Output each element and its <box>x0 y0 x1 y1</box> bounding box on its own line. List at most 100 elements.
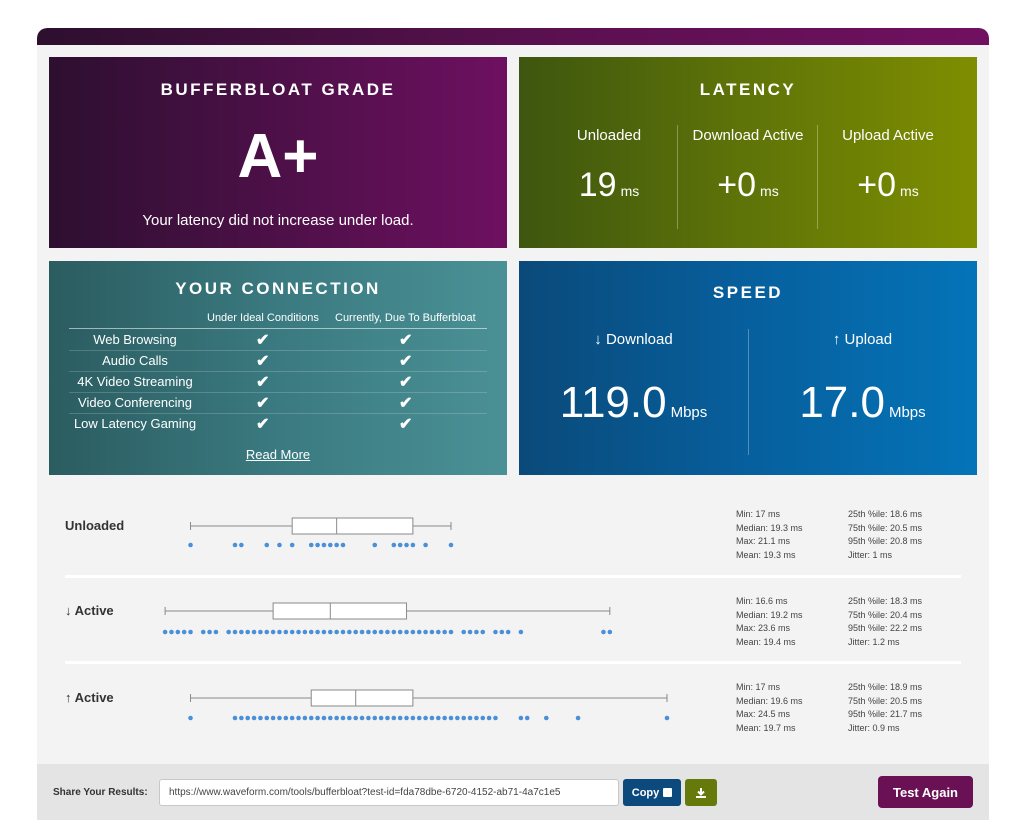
data-point <box>524 715 530 721</box>
data-point <box>442 715 447 721</box>
data-point <box>404 629 409 635</box>
upload-value: 17.0 Mbps <box>748 378 977 428</box>
data-point <box>493 715 498 721</box>
share-bar: Share Your Results: Copy Test Again <box>37 764 989 820</box>
check-icon: ✔ <box>399 374 413 391</box>
read-more-link[interactable]: Read More <box>245 447 311 462</box>
grade-description: Your latency did not increase under load… <box>142 212 414 229</box>
stat-mean: Mean: 19.7 ms <box>736 722 796 733</box>
data-point <box>321 629 327 635</box>
data-point <box>467 715 473 721</box>
latency-number: +0 <box>857 166 897 204</box>
stat-jitter: Jitter: 1.2 ms <box>848 636 900 647</box>
data-point <box>296 715 301 721</box>
speed-title: SPEED <box>712 283 784 302</box>
download-number: 119.0 <box>559 378 667 427</box>
data-point <box>289 715 295 721</box>
data-point <box>461 715 467 721</box>
data-point <box>404 542 409 548</box>
data-point <box>410 542 416 548</box>
data-point <box>327 629 333 635</box>
data-point <box>315 629 320 635</box>
data-point <box>372 715 378 721</box>
latency-number: +0 <box>717 166 757 204</box>
divider <box>677 125 678 229</box>
data-point <box>245 629 251 635</box>
data-point <box>277 715 282 721</box>
data-point <box>251 629 257 635</box>
test-again-button[interactable]: Test Again <box>878 776 973 808</box>
stat-min: Min: 17 ms <box>736 509 781 519</box>
latency-value: +0 ms <box>678 166 818 205</box>
data-point <box>340 629 346 635</box>
data-point <box>416 715 422 721</box>
data-point <box>264 715 270 721</box>
iqr-box <box>272 602 408 620</box>
data-point <box>518 629 524 635</box>
latency-unit: ms <box>900 183 919 199</box>
data-point <box>188 542 193 548</box>
stat-95th: 95th %ile: 22.2 ms <box>848 623 923 633</box>
iqr-box <box>310 689 414 707</box>
check-icon: ✔ <box>399 353 413 370</box>
latency-card: LATENCY Unloaded 19 ms Download Active +0… <box>519 57 977 248</box>
data-point <box>213 629 219 635</box>
data-point <box>270 629 276 635</box>
data-point <box>474 715 479 721</box>
stat-75th: 75th %ile: 20.5 ms <box>848 695 923 706</box>
activity-name: Video Conferencing <box>78 395 192 410</box>
activity-name: Web Browsing <box>93 332 177 347</box>
data-point <box>169 629 174 635</box>
data-point <box>340 542 346 548</box>
stat-label: ↓ Active <box>65 603 114 618</box>
data-point <box>480 715 486 721</box>
divider <box>748 329 749 455</box>
stat-col-1: Min: 17 ms Median: 19.6 ms Max: 24.5 ms … <box>736 681 803 735</box>
download-button[interactable] <box>685 779 717 806</box>
stat-75th: 75th %ile: 20.4 ms <box>848 609 923 620</box>
stat-label: Unloaded <box>65 518 125 533</box>
data-point <box>308 715 314 721</box>
copy-button[interactable]: Copy <box>623 779 681 806</box>
data-point <box>277 542 282 548</box>
data-point <box>340 715 346 721</box>
data-point <box>334 715 339 721</box>
data-point <box>493 629 498 635</box>
stat-median: Median: 19.6 ms <box>736 695 803 706</box>
latency-value: +0 ms <box>818 166 958 205</box>
stat-25th: 25th %ile: 18.9 ms <box>848 682 923 692</box>
data-point <box>423 715 428 721</box>
data-point <box>423 542 428 548</box>
box-plot <box>188 517 454 548</box>
stat-col-1: Min: 17 ms Median: 19.3 ms Max: 21.1 ms … <box>736 508 803 562</box>
box-plot <box>188 689 670 721</box>
box-plot <box>162 602 613 635</box>
data-point <box>474 629 479 635</box>
activity-name: 4K Video Streaming <box>77 374 193 389</box>
data-point <box>334 542 339 548</box>
data-point <box>302 715 308 721</box>
data-point <box>467 629 473 635</box>
latency-stats-unloaded: Unloaded Min: 17 ms Median: 19.3 ms Max:… <box>37 498 989 578</box>
stat-col-2: 25th %ile: 18.6 ms 75th %ile: 20.5 ms 95… <box>848 508 922 562</box>
data-point <box>283 715 289 721</box>
data-point <box>258 715 263 721</box>
stat-mean: Mean: 19.3 ms <box>736 549 796 560</box>
data-point <box>366 715 371 721</box>
data-point <box>232 715 238 721</box>
data-point <box>448 542 454 548</box>
stat-mean: Mean: 19.4 ms <box>736 636 796 647</box>
latency-label: Unloaded <box>576 127 642 144</box>
download-icon <box>696 787 706 798</box>
activity-name: Audio Calls <box>102 353 168 368</box>
data-point <box>601 629 606 635</box>
check-icon: ✔ <box>399 416 413 433</box>
stat-jitter: Jitter: 0.9 ms <box>848 722 900 733</box>
stat-min: Min: 16.6 ms <box>736 596 788 606</box>
copy-icon <box>663 788 673 797</box>
iqr-box <box>291 517 414 535</box>
data-point <box>188 629 193 635</box>
data-point <box>359 629 365 635</box>
data-point <box>308 629 314 635</box>
share-url-input[interactable] <box>159 779 619 806</box>
